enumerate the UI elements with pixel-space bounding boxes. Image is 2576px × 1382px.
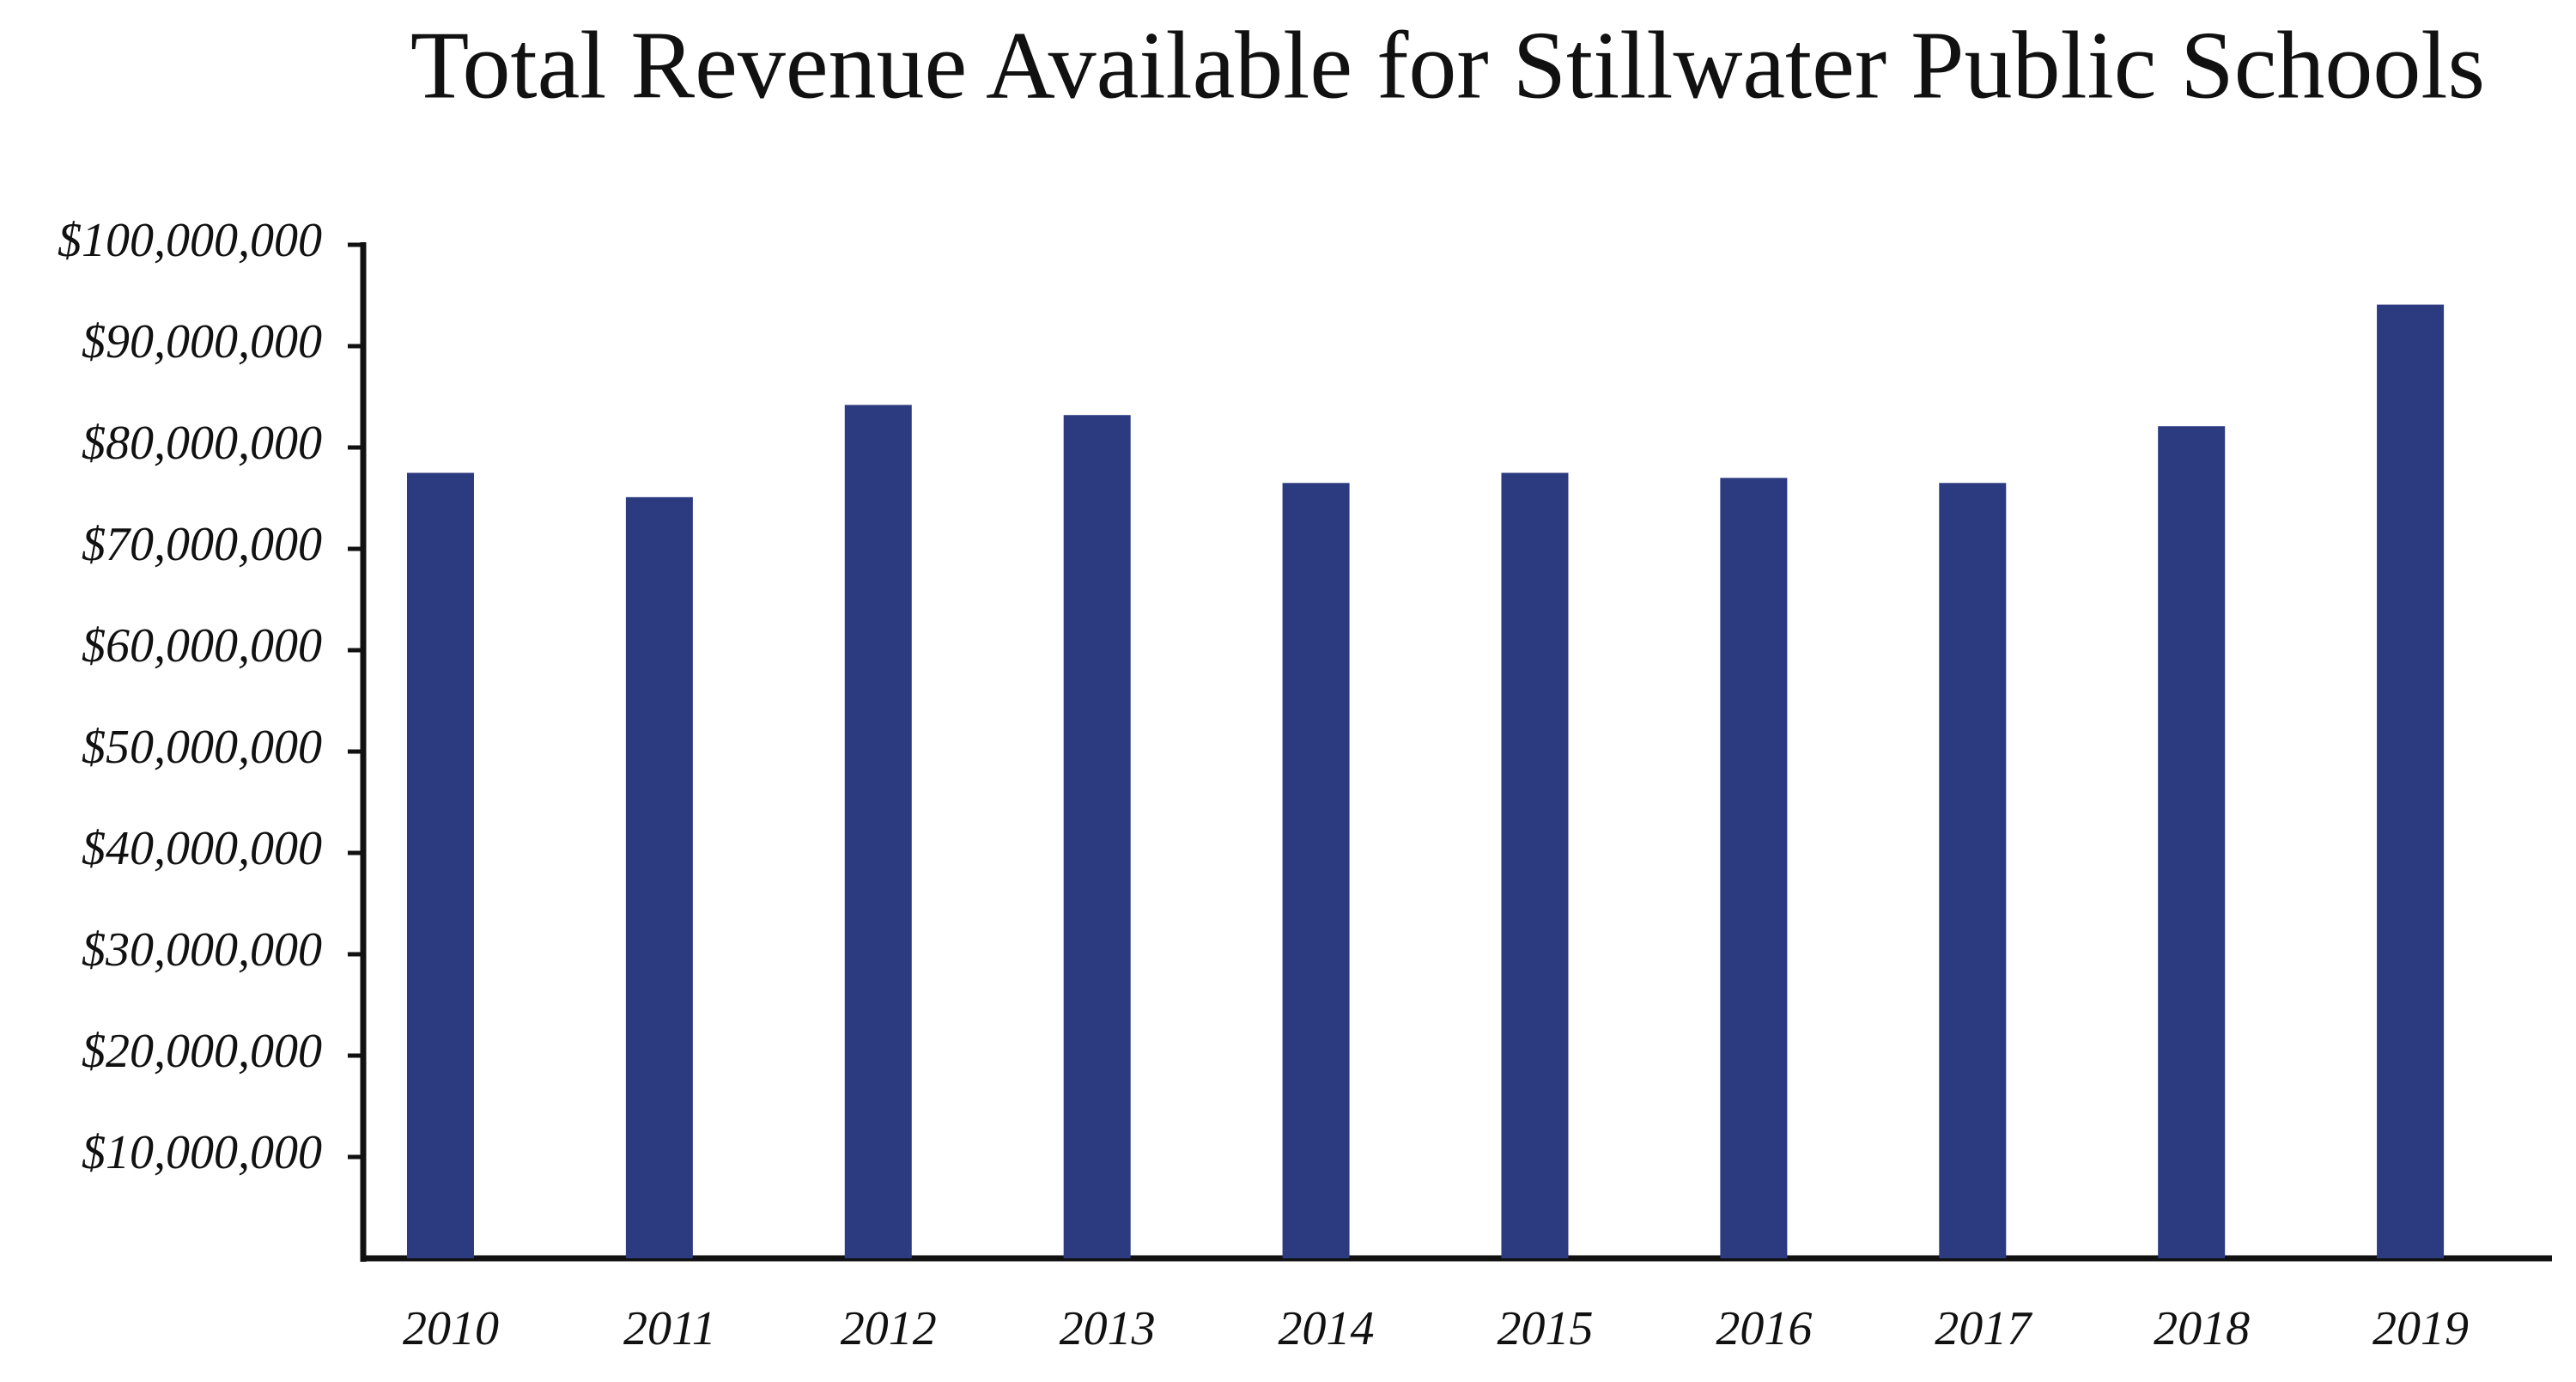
y-tick-label: $80,000,000 (82, 417, 322, 470)
bar (1063, 415, 1131, 1258)
x-tick-label: 2011 (623, 1302, 716, 1355)
bar (1501, 472, 1569, 1258)
chart-title: Total Revenue Available for Stillwater P… (410, 13, 2485, 119)
x-tick-label: 2015 (1497, 1302, 1593, 1355)
bar (1282, 483, 1350, 1258)
x-tick-label: 2010 (403, 1302, 499, 1355)
bar (1720, 478, 1788, 1258)
bar (406, 472, 474, 1258)
x-tick-label: 2016 (1716, 1302, 1812, 1355)
y-tick-label: $60,000,000 (82, 619, 322, 673)
y-tick-label: $20,000,000 (82, 1025, 322, 1078)
bar (1939, 483, 2007, 1258)
x-tick-label: 2014 (1279, 1302, 1375, 1355)
x-tick-label: 2017 (1935, 1302, 2032, 1355)
x-tick-label: 2013 (1060, 1302, 1156, 1355)
y-tick-label: $30,000,000 (82, 923, 322, 977)
x-tick-label: 2018 (2154, 1302, 2250, 1355)
bar (2158, 426, 2226, 1259)
x-tick-label: 2012 (841, 1302, 937, 1355)
bar (844, 405, 912, 1258)
y-tick-label: $10,000,000 (82, 1126, 322, 1179)
y-tick-label: $50,000,000 (82, 721, 322, 774)
y-tick-label: $90,000,000 (82, 315, 322, 368)
bar (2377, 304, 2445, 1258)
y-tick-label: $100,000,000 (58, 214, 322, 267)
y-tick-label: $70,000,000 (82, 518, 322, 571)
x-tick-label: 2019 (2372, 1302, 2469, 1355)
y-tick-label: $40,000,000 (82, 822, 322, 875)
bar (625, 496, 693, 1258)
